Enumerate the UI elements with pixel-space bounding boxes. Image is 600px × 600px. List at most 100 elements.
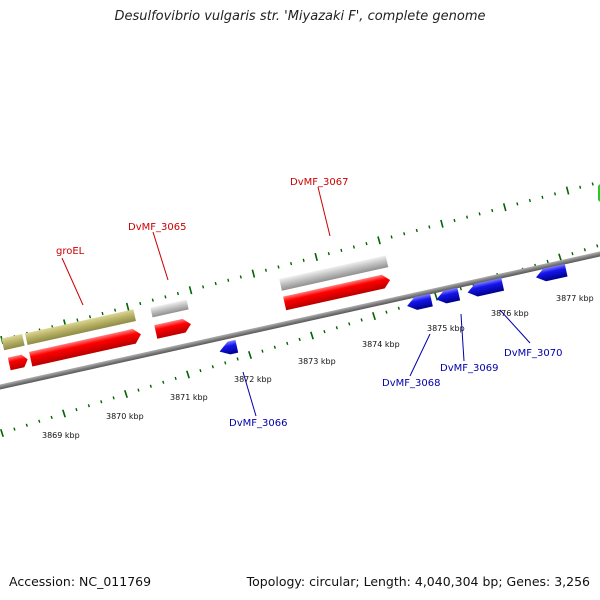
minor-tick	[390, 235, 393, 239]
minor-tick	[286, 341, 289, 346]
map-title: Desulfovibrio vulgaris str. 'Miyazaki F'…	[114, 9, 486, 24]
tick-label-3874: 3874 kbp	[362, 340, 400, 349]
gene-label-dvmf-3065: DvMF_3065	[128, 222, 186, 233]
reverse-gene-labels: DvMF_3066 DvMF_3068 DvMF_3069 DvMF_3070	[229, 309, 562, 429]
scale-labels: 3869 kbp 3870 kbp 3871 kbp 3872 kbp 3873…	[42, 294, 594, 440]
dvmf-3070-cds-arrow	[467, 277, 505, 297]
minor-tick	[516, 202, 519, 206]
dvmf-3069-cds-arrow	[436, 287, 461, 304]
accession-text: Accession: NC_011769	[9, 574, 152, 589]
minor-tick	[491, 208, 494, 213]
tick-label-3869: 3869 kbp	[42, 431, 80, 440]
minor-tick	[101, 311, 104, 316]
minor-tick	[385, 310, 388, 314]
minor-tick	[264, 268, 267, 272]
minor-tick	[365, 242, 368, 246]
tick-label-3875: 3875 kbp	[427, 324, 465, 333]
minor-tick	[528, 198, 531, 203]
minor-tick	[13, 427, 16, 431]
major-tick	[251, 269, 256, 278]
minor-tick	[224, 361, 227, 365]
minor-tick	[352, 245, 355, 249]
gene-label-dvmf-3070: DvMF_3070	[504, 348, 562, 359]
major-tick	[565, 186, 570, 195]
minor-tick	[302, 258, 305, 262]
minor-tick	[323, 329, 326, 334]
major-tick	[372, 311, 376, 321]
minor-tick	[112, 396, 115, 400]
minor-tick	[151, 298, 154, 302]
minor-tick	[100, 400, 103, 404]
minor-tick	[273, 345, 276, 349]
major-tick	[502, 203, 507, 212]
dvmf-3065-gene-feature	[150, 299, 189, 318]
gene-feature-small	[1, 333, 25, 351]
tick-label-3873: 3873 kbp	[298, 357, 336, 366]
minor-tick	[174, 376, 177, 381]
genome-summary-text: Topology: circular; Length: 4,040,304 bp…	[246, 574, 590, 589]
outer-tick-ring	[0, 182, 594, 345]
major-tick	[125, 302, 130, 311]
minor-tick	[214, 281, 217, 286]
reverse-cds-arrow-right	[535, 263, 568, 282]
minor-tick	[397, 306, 400, 310]
minor-tick	[88, 315, 92, 319]
minor-tick	[335, 326, 338, 330]
major-tick	[314, 252, 318, 262]
genome-backbone	[0, 248, 600, 392]
major-tick	[62, 409, 66, 418]
minor-tick	[428, 225, 431, 229]
groel-gene-feature	[24, 309, 136, 346]
minor-tick	[236, 357, 239, 361]
minor-tick	[553, 192, 557, 196]
minor-tick	[453, 218, 456, 223]
dvmf-3065-cds-arrow	[154, 318, 191, 339]
gene-label-dvmf-3068: DvMF_3068	[382, 378, 440, 389]
minor-tick	[290, 262, 293, 266]
tick-label-3876: 3876 kbp	[491, 309, 529, 318]
major-tick	[310, 331, 314, 340]
tick-label-3871: 3871 kbp	[170, 393, 208, 402]
minor-tick	[571, 251, 574, 256]
major-tick	[0, 428, 4, 438]
reverse-strand-features	[219, 263, 568, 355]
minor-tick	[227, 278, 230, 282]
gene-label-dvmf-3069: DvMF_3069	[440, 363, 498, 374]
minor-tick	[459, 287, 462, 291]
tick-label-3872: 3872 kbp	[234, 375, 272, 384]
minor-tick	[202, 285, 205, 289]
dvmf-3066-cds-arrow	[219, 339, 239, 355]
gene-label-groel: groEL	[56, 246, 85, 257]
minor-tick	[162, 380, 165, 384]
cds-arrow-small	[7, 354, 28, 371]
minor-tick	[149, 384, 152, 388]
minor-tick	[164, 295, 167, 299]
minor-tick	[415, 228, 418, 233]
minor-tick	[327, 252, 330, 256]
gene-label-dvmf-3067: DvMF_3067	[290, 177, 348, 188]
minor-tick	[583, 248, 586, 252]
minor-tick	[87, 404, 90, 408]
minor-tick	[25, 423, 28, 427]
minor-tick	[199, 368, 202, 373]
minor-tick	[50, 415, 53, 420]
major-tick	[440, 219, 444, 228]
minor-tick	[38, 419, 41, 423]
major-tick	[248, 350, 252, 360]
minor-tick	[591, 182, 594, 186]
dvmf-3067-cds-arrow	[283, 274, 391, 311]
major-tick	[188, 286, 193, 295]
minor-tick	[75, 407, 78, 412]
minor-tick	[541, 195, 544, 199]
minor-tick	[277, 265, 280, 269]
minor-tick	[239, 275, 242, 279]
major-tick	[377, 236, 381, 245]
tick-label-3870: 3870 kbp	[106, 412, 144, 421]
tick-label-3877: 3877 kbp	[556, 294, 594, 303]
minor-tick	[298, 337, 301, 342]
minor-tick	[139, 301, 142, 306]
minor-tick	[546, 259, 549, 264]
forward-gene-labels: groEL DvMF_3065 DvMF_3067	[56, 177, 348, 306]
